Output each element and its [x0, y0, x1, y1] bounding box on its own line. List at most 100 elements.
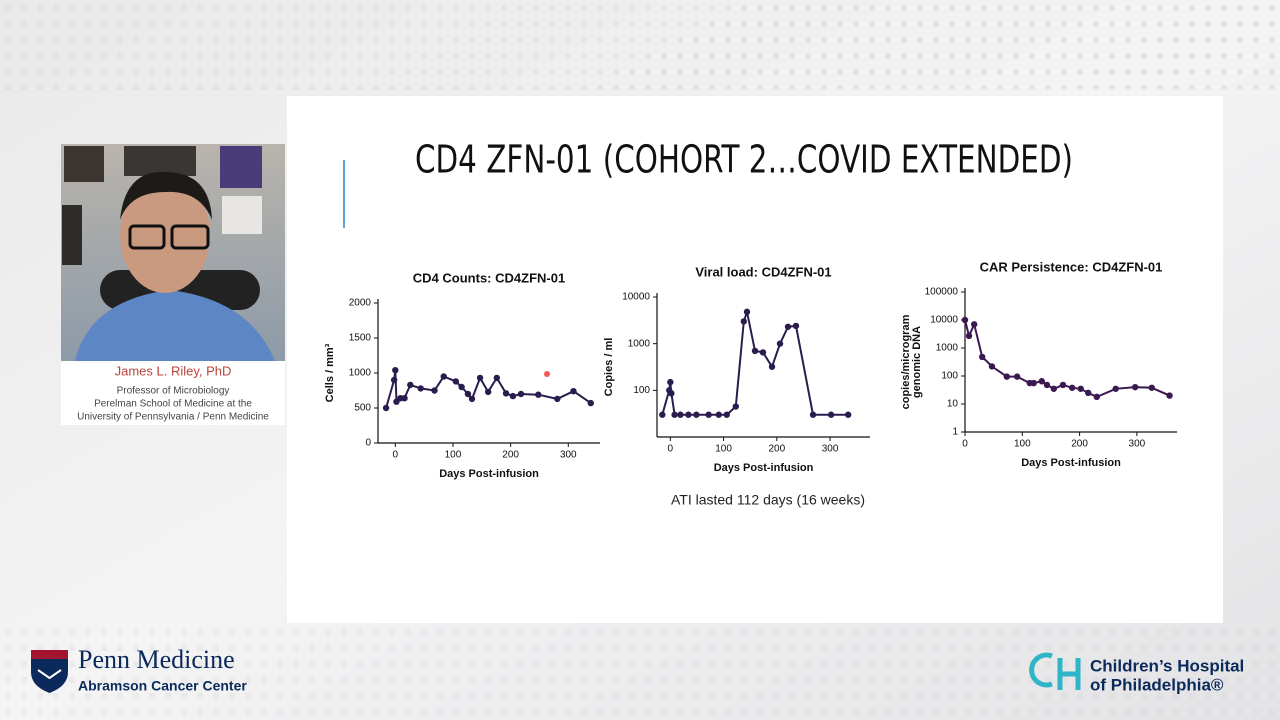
data-point: [1003, 373, 1011, 380]
data-point: [988, 363, 996, 370]
speaker-name: James L. Riley, PhD: [115, 363, 232, 378]
data-point: [407, 381, 414, 389]
data-point: [484, 388, 492, 396]
data-point: [476, 374, 484, 382]
chop-icon: [1029, 652, 1081, 690]
x-tick-label: 0: [668, 444, 674, 455]
chop-logo-text: Children’s Hospital: [1090, 656, 1244, 675]
x-axis-label: Days Post-infusion: [714, 462, 814, 474]
data-point: [458, 383, 465, 391]
name-panel: [61, 361, 285, 425]
slide-title: CD4 ZFN-01 (COHORT 2…COVID EXTENDED): [415, 138, 1073, 182]
data-point: [659, 411, 666, 418]
data-point: [965, 332, 973, 340]
x-tick-label: 300: [1129, 439, 1146, 450]
data-point: [1131, 383, 1139, 391]
data-point: [464, 390, 472, 398]
x-tick-label: 300: [822, 444, 839, 455]
data-point: [961, 316, 969, 324]
data-point: [382, 404, 390, 412]
penn-logo-subtext: Abramson Cancer Center: [78, 678, 247, 694]
data-point: [392, 367, 399, 374]
chop-logo-text: of Philadelphia®: [1090, 675, 1224, 694]
data-point: [1068, 384, 1076, 391]
x-tick-label: 100: [715, 444, 732, 455]
data-point: [468, 395, 476, 403]
data-point: [440, 373, 447, 380]
y-tick-label: 1500: [349, 333, 372, 344]
data-point: [493, 374, 500, 382]
data-point: [668, 390, 675, 397]
data-point: [1112, 385, 1119, 392]
data-point: [517, 390, 525, 398]
data-point: [677, 411, 684, 418]
data-point: [1084, 389, 1092, 397]
data-point: [776, 340, 784, 347]
data-point: [1038, 378, 1045, 385]
data-point: [827, 411, 835, 418]
y-axis-label: Cells / mm³: [324, 343, 336, 402]
data-point: [535, 391, 542, 398]
x-axis-label: Days Post-infusion: [1021, 457, 1121, 469]
data-point: [1050, 385, 1058, 392]
data-point: [715, 411, 722, 418]
data-point: [1030, 379, 1037, 387]
slide: [287, 96, 1223, 623]
data-point: [390, 376, 398, 384]
data-point: [417, 385, 424, 392]
x-tick-label: 300: [560, 450, 577, 461]
data-point: [554, 395, 561, 403]
speaker-line: Professor of Microbiology: [117, 386, 230, 397]
data-point: [784, 323, 792, 330]
speaker-line: University of Pennsylvania / Penn Medici…: [77, 412, 269, 423]
y-tick-label: 10000: [930, 315, 958, 326]
x-tick-label: 200: [502, 450, 519, 461]
data-point: [401, 395, 408, 402]
y-tick-label: 1000: [936, 343, 959, 354]
data-point: [685, 411, 692, 418]
chart-title: Viral load: CD4ZFN-01: [695, 264, 831, 279]
data-point: [1166, 392, 1173, 399]
y-tick-label: 1000: [628, 338, 651, 349]
y-tick-label: 1000: [349, 368, 372, 379]
data-point: [587, 399, 594, 407]
data-point: [978, 353, 986, 361]
y-tick-label: 10: [947, 399, 959, 410]
data-point: [759, 349, 767, 356]
y-tick-label: 100: [941, 371, 958, 382]
data-point: [723, 411, 730, 418]
data-point: [1093, 393, 1100, 401]
x-tick-label: 100: [445, 450, 462, 461]
y-axis-label: genomic DNA: [911, 326, 923, 398]
chart-title: CD4 Counts: CD4ZFN-01: [413, 270, 565, 285]
background-dots: [0, 0, 1280, 90]
slide-caption: ATI lasted 112 days (16 weeks): [671, 492, 865, 508]
data-point: [1148, 384, 1155, 391]
y-tick-label: 2000: [349, 298, 372, 309]
data-point: [705, 411, 712, 418]
data-point: [1059, 381, 1067, 389]
y-tick-label: 0: [365, 438, 371, 449]
y-axis-label: copies/microgram: [900, 314, 912, 409]
data-point: [970, 321, 978, 328]
data-point: [844, 411, 852, 418]
data-point: [509, 392, 517, 400]
data-point: [570, 388, 577, 395]
data-point: [502, 390, 510, 397]
y-tick-label: 1: [952, 427, 958, 438]
background-dots: [0, 620, 1280, 720]
chart-title: CAR Persistence: CD4ZFN-01: [980, 259, 1163, 274]
x-tick-label: 0: [962, 439, 968, 450]
pointer: [544, 371, 550, 377]
x-tick-label: 100: [1014, 439, 1031, 450]
data-point: [693, 411, 700, 418]
data-point: [667, 378, 674, 386]
data-point: [740, 318, 747, 325]
data-point: [452, 378, 460, 385]
y-tick-label: 10000: [622, 292, 650, 303]
speaker-line: Perelman School of Medicine at the: [94, 399, 252, 410]
data-point: [671, 411, 678, 418]
webcam: [61, 144, 285, 361]
x-tick-label: 200: [1071, 439, 1088, 450]
